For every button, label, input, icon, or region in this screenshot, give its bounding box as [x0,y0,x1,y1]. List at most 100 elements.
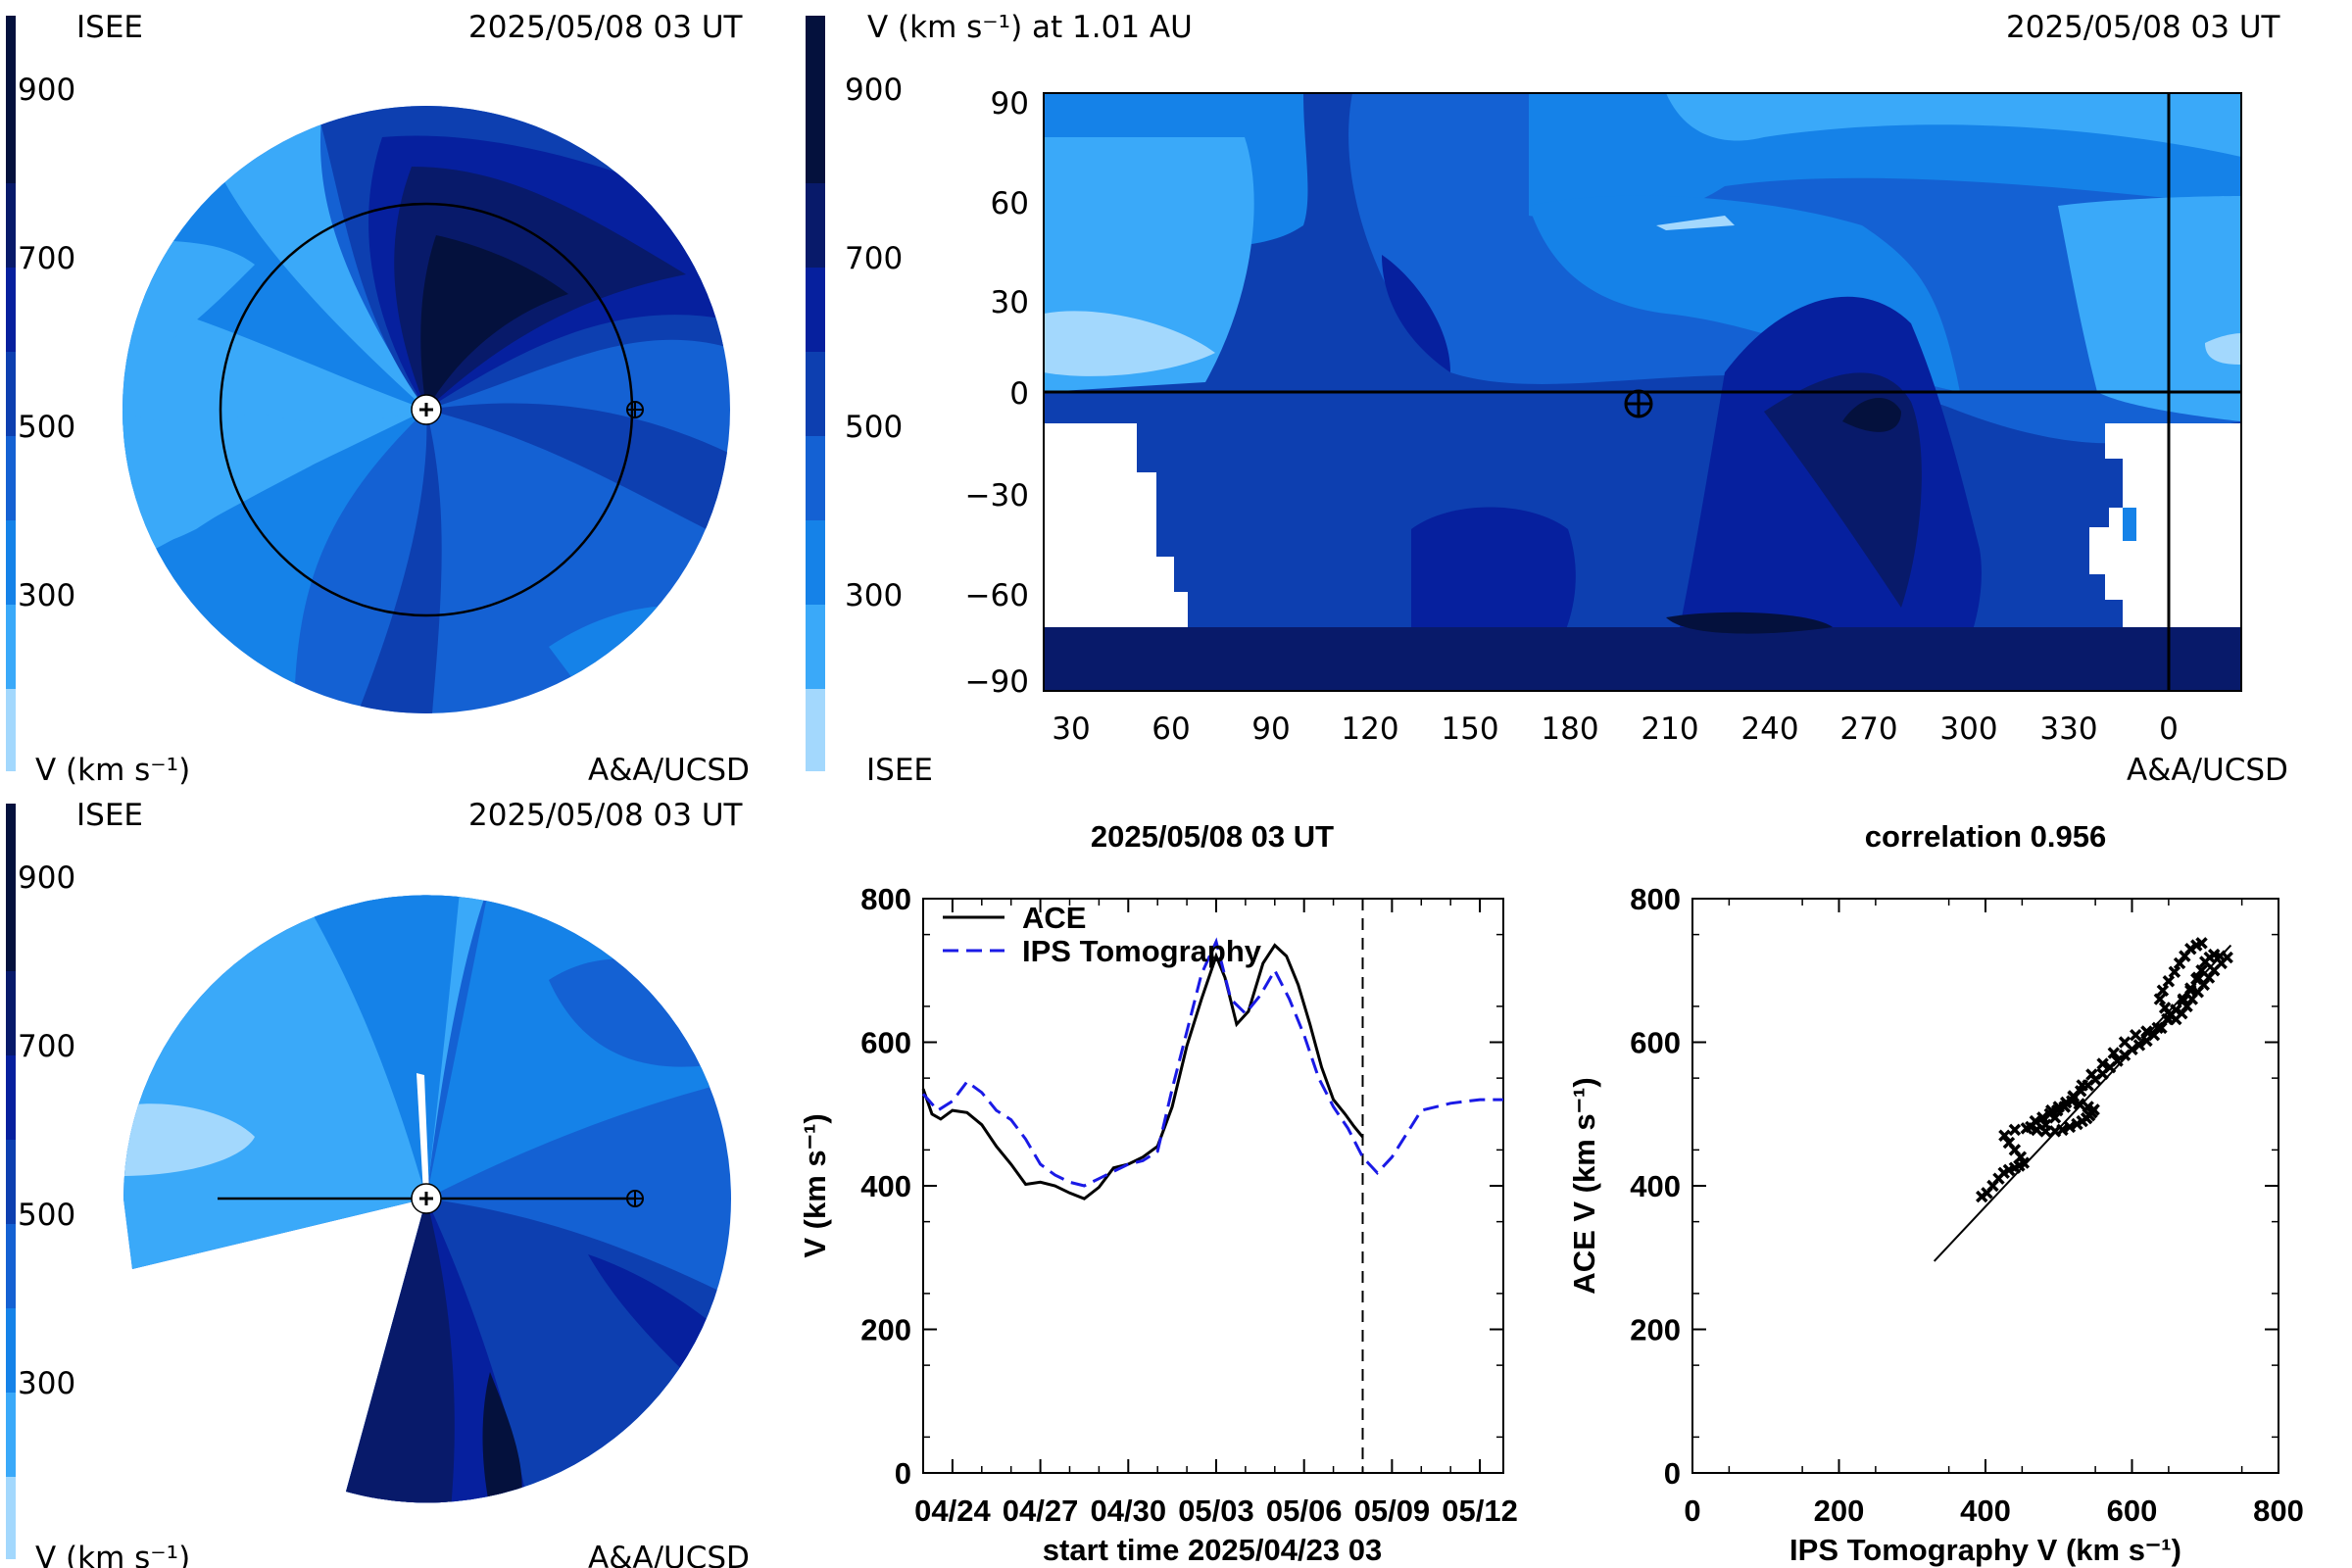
colorbar-band-500 [806,436,825,520]
x-tick-label: 05/06 [1266,1494,1343,1528]
scatter-point [2140,1025,2153,1038]
scatter-point [2039,1118,2052,1131]
map-x-tick: 210 [1641,711,1698,747]
plot-frame [1691,898,2279,1474]
unit-label: V (km s⁻¹) [35,753,190,788]
scatter-point [2059,1096,2073,1109]
colorbar-band-700 [6,268,16,352]
colorbar-band-600 [6,352,16,436]
time-series-chart: 2025/05/08 03 UT 04/24 04/27 04/30 05/03 05/… [798,819,1518,1567]
colorbar [806,16,825,771]
scatter-point [2008,1123,2022,1137]
colorbar-tick-500: 500 [18,410,75,445]
y-axis: 0 200 400 600 800 [860,882,1503,1491]
map-x-tick: 180 [1541,711,1598,747]
colorbar-band-900 [806,16,825,183]
scatter-point [2048,1111,2062,1124]
x-tick-label: 04/24 [914,1494,991,1528]
scatter-point [1998,1129,2011,1142]
scatter-point [2132,1039,2146,1052]
y-tick-label: 200 [1630,1313,1681,1348]
y-tick-label: 600 [1630,1026,1681,1060]
scatter-point [2002,1136,2016,1150]
colorbar-band-400 [6,520,16,605]
map-x-axis: 30 60 90 120 150 180 210 240 270 300 330… [1052,711,2179,747]
y-tick-label: 800 [860,882,911,916]
scatter-point [2151,1021,2164,1035]
colorbar-band-900 [6,804,16,971]
colorbar-band-300 [6,605,16,689]
colorbar-tick-900: 900 [18,860,75,896]
colorbar-band-500 [6,1224,16,1308]
org-label: ISEE [866,753,933,788]
x-axis: 0 200 400 600 800 [1684,899,2304,1528]
colorbar-band-300 [806,605,825,689]
bottom-left-panel: 900 700 500 300 ISEE 2025/05/08 03 UT V … [6,798,750,1568]
scatter-point [2170,1004,2182,1016]
scatter-point [2082,1101,2094,1113]
credit-label: A&A/UCSD [588,1541,750,1568]
colorbar-tick-700: 700 [18,241,75,276]
sun-marker [411,394,442,425]
colorbar-band-100 [806,689,825,771]
timestamp: 2025/05/08 03 UT [2006,10,2281,45]
credit-label: A&A/UCSD [2127,753,2288,788]
y-axis: 0 200 400 600 800 [1630,882,2278,1491]
map-y-tick-60: 60 [991,186,1029,221]
x-tick-label: 400 [1960,1494,2011,1528]
x-tick-label: 05/03 [1178,1494,1254,1528]
map-x-tick: 120 [1341,711,1398,747]
map-x-tick: 330 [2039,711,2097,747]
y-tick-label: 600 [860,1026,911,1060]
y-tick-label: 0 [1664,1456,1681,1491]
top-right-panel: 900 700 500 300 V (km s⁻¹) at 1.01 AU 20… [806,10,2288,788]
org-label: ISEE [76,10,143,45]
top-left-panel: 900 700 500 300 ISEE 2025/05/08 03 UT V … [6,10,750,788]
scatter-point [2096,1057,2109,1070]
colorbar-band-800 [806,183,825,268]
colorbar-band-300 [6,1393,16,1477]
earth-marker [626,1190,644,1207]
scatter-point [2140,1034,2153,1048]
earth-marker [626,401,644,418]
y-tick-label: 400 [860,1169,911,1203]
colorbar-band-500 [6,436,16,520]
legend-label-ace: ACE [1022,901,1086,935]
y-tick-label: 200 [860,1313,911,1348]
scatter-point [2177,993,2190,1005]
map-y-axis: 90 60 30 0 −30 −60 −90 [965,86,1029,700]
colorbar-tick-500: 500 [845,410,903,445]
colorbar-tick-700: 700 [845,241,903,276]
x-tick-label: 0 [1684,1494,1700,1528]
colorbar-band-800 [6,183,16,268]
chart-title: correlation 0.956 [1865,819,2106,854]
colorbar-tick-300: 300 [18,578,75,613]
map-x-tick: 90 [1251,711,1290,747]
colorbar-band-100 [6,1477,16,1559]
map-y-tick-minus90: −90 [965,664,1029,700]
earth-marker [1624,389,1653,418]
y-axis-label: V (km s⁻¹) [798,1113,832,1257]
map-x-tick: 60 [1152,711,1190,747]
x-tick-label: 04/27 [1003,1494,1079,1528]
scatter-point [2162,974,2176,988]
scatter-point [2191,971,2205,984]
map-x-tick: 270 [1839,711,1897,747]
x-axis: 04/24 04/27 04/30 05/03 05/06 05/09 05/12 [914,899,1518,1528]
scatter-point [2158,1002,2172,1014]
scatter-point [2184,982,2197,995]
x-tick-label: 05/12 [1442,1494,1518,1528]
map-y-tick-minus30: −30 [965,478,1029,514]
colorbar-tick-300: 300 [18,1366,75,1401]
colorbar-tick-700: 700 [18,1029,75,1064]
map-y-tick-0: 0 [1009,376,1029,412]
timestamp: 2025/05/08 03 UT [468,10,744,45]
chart-title: 2025/05/08 03 UT [1091,819,1334,854]
scatter-point [2063,1120,2077,1134]
colorbar-tick-300: 300 [845,578,903,613]
scatter-point [2153,993,2167,1005]
colorbar-band-700 [6,1055,16,1140]
series-ips-tomography-line [921,937,1503,1188]
colorbar-band-100 [6,689,16,771]
